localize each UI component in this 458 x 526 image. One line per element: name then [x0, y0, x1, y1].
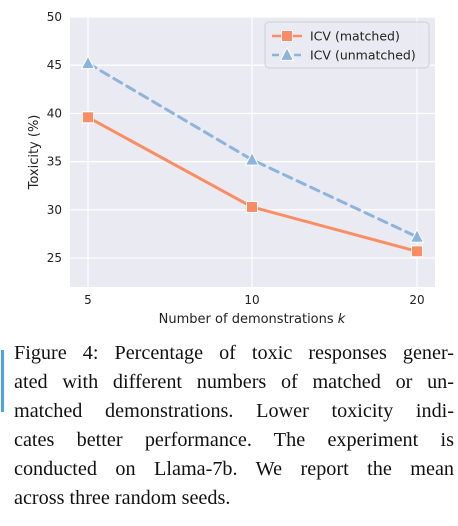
y-axis-label: Toxicity (%) — [27, 115, 42, 191]
x-axis-label: Number of demonstrations k — [159, 312, 346, 327]
data-point-unmatched — [80, 54, 96, 70]
y-tick-label: 45 — [47, 58, 62, 72]
y-tick-labels: 25 30 35 40 45 50 — [47, 10, 62, 265]
series-layer — [80, 54, 425, 258]
legend: ICV (matched) ICV (unmatched) — [264, 21, 430, 69]
data-point-matched — [82, 111, 94, 124]
legend-box — [264, 21, 430, 69]
x-axis-label-text: Number of demonstrations — [159, 312, 338, 327]
caption-line: conducted on Llama-7b. We report the mea… — [14, 458, 454, 480]
y-tick-label: 50 — [47, 10, 62, 24]
data-point-unmatched — [244, 151, 260, 166]
change-bar — [1, 350, 4, 412]
x-tick-label: 5 — [84, 293, 92, 307]
y-tick-label: 30 — [47, 203, 62, 217]
y-tick-label: 40 — [47, 106, 62, 120]
caption-line: across three random seeds. — [14, 487, 231, 509]
caption-line: ated with different numbers of matched o… — [14, 371, 454, 393]
y-tick-label: 35 — [47, 155, 62, 169]
caption-line: Figure 4: Percentage of toxic responses … — [14, 342, 454, 364]
x-tick-label: 10 — [244, 293, 259, 307]
figure-caption: Figure 4: Percentage of toxic responses … — [14, 339, 454, 513]
data-point-matched — [246, 200, 258, 213]
x-tick-label: 20 — [409, 293, 424, 307]
caption-line: matched demonstrations. Lower toxicity i… — [14, 400, 454, 422]
legend-marker-unmatched — [279, 46, 295, 61]
x-tick-labels: 5 10 20 — [84, 293, 424, 307]
data-point-matched — [411, 245, 423, 258]
legend-label-unmatched: ICV (unmatched) — [310, 48, 416, 63]
legend-label-matched: ICV (matched) — [310, 29, 400, 44]
x-axis-label-variable: k — [338, 312, 346, 327]
data-point-unmatched — [409, 228, 425, 243]
toxicity-line-chart: 25 30 35 40 45 50 5 10 20 Toxicity (%) Number o… — [27, 10, 435, 327]
legend-marker-matched — [281, 30, 293, 42]
y-tick-label: 25 — [47, 251, 62, 265]
legend-items: ICV (matched) ICV (unmatched) — [272, 29, 416, 63]
caption-line: cates better performance. The experiment… — [14, 429, 454, 451]
